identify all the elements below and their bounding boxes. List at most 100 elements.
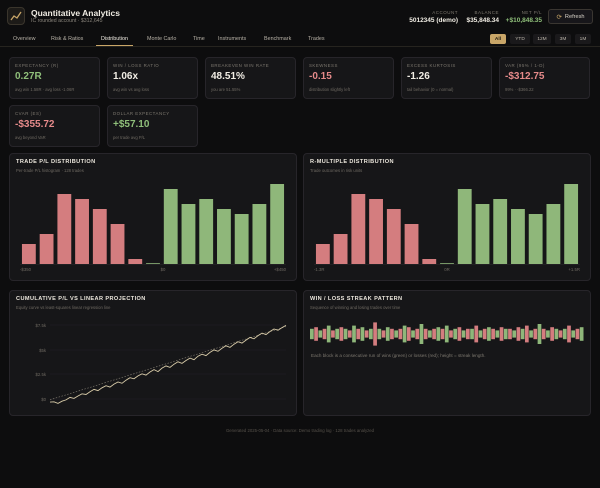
streak-block [487,327,491,341]
streak-block [503,328,508,340]
histogram-bar [181,204,196,264]
streak-block [567,325,571,343]
streak-block [457,327,462,341]
streak-block [470,328,474,340]
kpi-label: CVAR (ES) [15,111,42,116]
streak-block [491,328,495,340]
streak-block [516,327,521,341]
streak-block [385,327,390,341]
kpi-value: 1.06x [113,71,139,82]
tab-risk-ratios[interactable]: Risk & Ratios [51,36,84,42]
trade-pnl-chart: -$350 $0 +$450 [20,184,287,272]
streak-block [579,327,584,341]
histogram-bar [217,209,231,264]
streak-block [575,328,580,340]
histogram-bar [21,244,36,264]
x-tick-label: +$450 [274,267,287,272]
r-multiple-panel: R-MULTIPLE DISTRIBUTION Trade outcomes i… [303,153,591,281]
streak-block [322,328,327,340]
tab-time[interactable]: Time [193,36,205,42]
app-title: Quantitative Analytics [31,8,120,18]
streak-block [381,330,386,338]
histogram-bar [110,224,125,264]
account-label: ACCOUNT [432,10,458,15]
trade-pnl-panel: TRADE P/L DISTRIBUTION Per-trade P/L his… [9,153,297,281]
streak-block [339,327,344,341]
histogram-bar [440,263,454,264]
range-3m[interactable]: 3M [555,34,571,44]
streak-block [423,328,428,340]
histogram-bar [369,199,383,264]
kpi-sub: 99% · -$366.22 [505,87,534,92]
tab-overview[interactable]: Overview [13,36,36,42]
streak-block [406,327,411,341]
streak-block [373,322,377,346]
kpi-label: VAR (95% / 1-D) [505,63,545,68]
tab-trades[interactable]: Trades [308,36,325,42]
kpi-value: 48.51% [211,71,245,82]
streak-block [465,328,470,340]
y-tick-label: $7.5k [35,323,46,328]
tab-monte-carlo[interactable]: Monte Carlo [147,36,177,42]
histogram-bar [75,199,89,264]
y-tick-label: $5k [39,348,47,353]
kpi-dollar-expectancy: DOLLAR EXPECTANCY +$57.10 per trade avg … [107,105,198,147]
streak-block [428,330,432,338]
histogram-bar [457,189,472,264]
tab-instruments[interactable]: Instruments [218,36,247,42]
histogram-bar [252,204,267,264]
histogram-bar [315,244,330,264]
x-tick-label: $0 [161,267,166,272]
streak-block [411,330,415,338]
tab-benchmark[interactable]: Benchmark [264,36,292,42]
range-ytd[interactable]: YTD [510,34,530,44]
streak-block [377,328,382,340]
streak-block [529,330,533,338]
kpi-value: 0.27R [15,71,42,82]
streak-block [537,324,542,344]
streak-block [440,328,445,340]
streak-note: Each block is a consecutive run of wins … [311,353,486,358]
account-stat: ACCOUNT 5012345 (demo) [409,10,458,24]
histogram-bar [511,209,525,264]
range-all[interactable]: All [490,34,506,44]
streak-block [482,328,487,340]
streak-block [541,328,546,340]
x-tick-label: -$350 [20,267,32,272]
refresh-button[interactable]: ⟳ Refresh [548,9,593,24]
chart-logo-icon [7,7,25,25]
streak-block [432,328,436,340]
streak-block [314,327,318,341]
net-pl-label: NET P/L [521,10,542,15]
streak-block [444,325,449,343]
kpi-win-loss-ratio: WIN / LOSS RATIO 1.06x avg win vs avg lo… [107,57,198,99]
streak-block [356,328,361,340]
range-1m[interactable]: 1M [575,34,591,44]
tab-distribution[interactable]: Distribution [96,36,133,46]
balance-stat: BALANCE $35,848.34 [466,10,499,24]
y-tick-label: $2.5k [35,372,46,377]
cumulative-line [49,325,287,404]
kpi-sub: per trade avg P/L [113,135,146,140]
streak-block [436,327,441,341]
kpi-sub: avg win 1.58R · avg loss -1.06R [15,87,75,92]
streak-block [499,327,504,341]
streak-block [461,330,466,338]
panel-title: CUMULATIVE P/L VS LINEAR PROJECTION [16,296,146,302]
streak-panel: WIN / LOSS STREAK PATTERN Sequence of wi… [303,290,591,416]
histogram-bar [386,209,401,264]
range-12m[interactable]: 12M [533,34,551,44]
streak-block [364,330,369,338]
x-tick-label: -1.3R [314,267,325,272]
histogram-bar [564,184,579,264]
streak-block [512,330,517,338]
streak-block [524,325,529,343]
streak-block [347,330,352,338]
histogram-bar [270,184,285,264]
panel-title: TRADE P/L DISTRIBUTION [16,159,96,165]
histogram-bar [546,204,561,264]
account-value: 5012345 (demo) [409,17,458,24]
refresh-icon: ⟳ [556,13,562,21]
streak-block [360,327,365,341]
kpi-value: +$57.10 [113,119,150,130]
